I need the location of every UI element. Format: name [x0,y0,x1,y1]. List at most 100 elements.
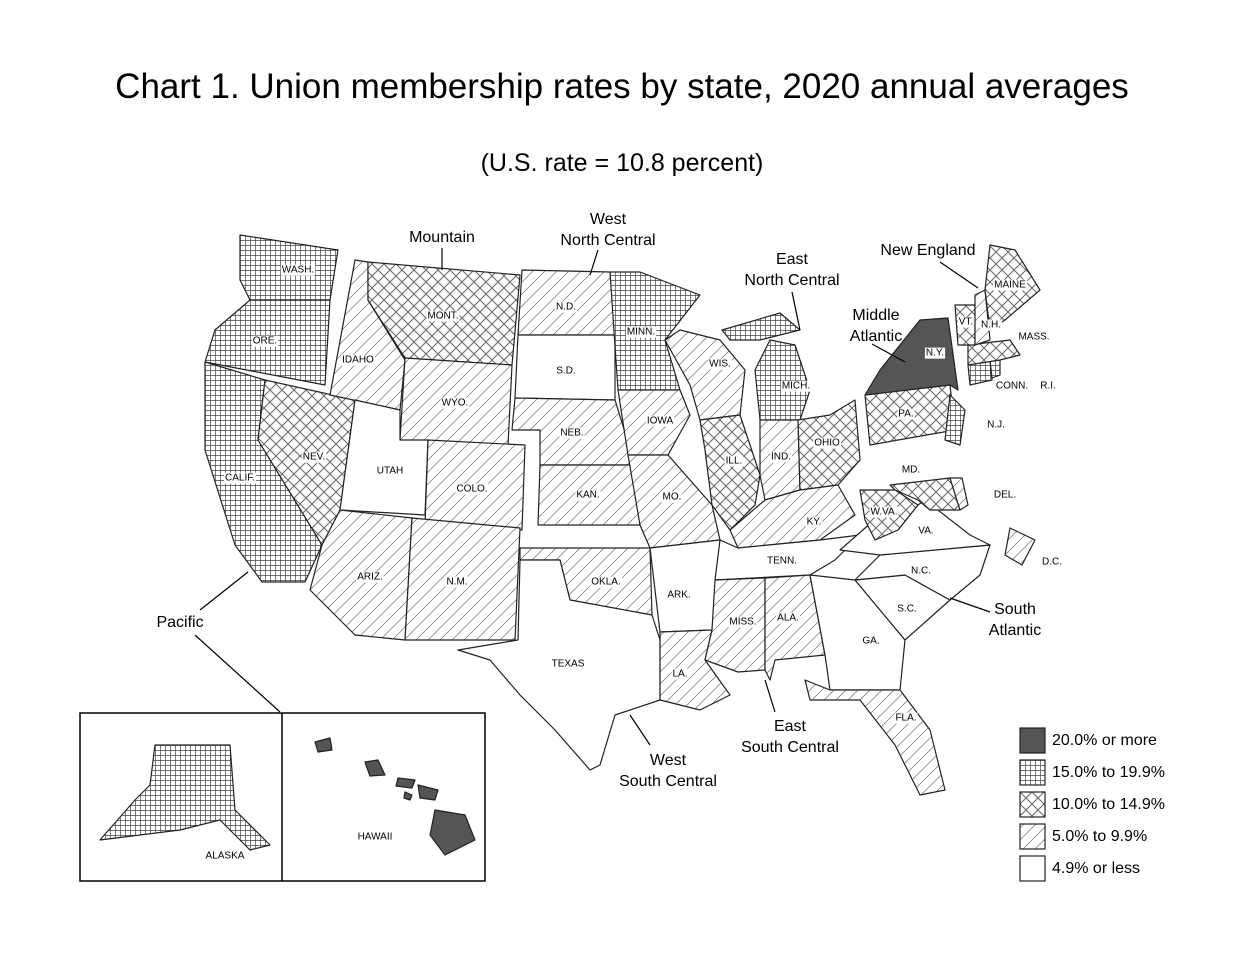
state-label: ARK. [667,590,690,601]
state-label: WYO. [442,398,469,409]
label-bg [625,326,657,338]
label-bg [861,635,881,647]
label-bg [356,571,384,583]
state-label: IND. [771,452,791,463]
label-bg [980,319,1002,331]
state-label: CONN. [996,381,1028,392]
legend-label: 15.0% to 19.9% [1052,764,1165,781]
leader-line [791,291,801,331]
label-bg [813,437,841,449]
state-label: MINN. [627,327,655,338]
label-bg [645,415,675,427]
state-label: PA. [898,409,913,420]
state-label: KY. [807,517,822,528]
region-line: South Central [619,773,717,790]
leader-line [939,261,979,289]
legend-label: 10.0% to 14.9% [1052,796,1165,813]
state-label: MASS. [1018,332,1049,343]
state-label: D.C. [1042,557,1062,568]
label-bg [559,427,585,439]
legend-swatch [1019,791,1046,818]
state-label: MD. [902,465,920,476]
label-bg [724,455,744,467]
state-label: MAINE [994,280,1026,291]
state-label: OHIO [814,438,840,449]
label-bg [896,603,918,615]
label-bg [555,365,577,377]
legend-label: 20.0% or more [1052,732,1157,749]
region-label: West North Central [560,211,655,249]
label-bg [993,279,1028,291]
region-line: North Central [560,232,655,249]
label-bg [671,668,689,680]
state-label: N.H. [981,320,1001,331]
state-label: WIS. [709,359,731,370]
state [699,414,761,531]
label-bg [780,380,812,392]
region-label: South Atlantic [989,601,1041,639]
label-bg [661,491,683,503]
region-line: South Central [741,739,839,756]
state-label: FLA. [895,713,916,724]
state [864,317,959,396]
state-label: N.M. [446,577,467,588]
label-bg [440,397,470,409]
state [1004,527,1036,566]
state-label: VT. [959,317,973,328]
label-bg [900,464,922,476]
leader-line [871,343,906,363]
state-label: R.I. [1040,381,1056,392]
region-line: West [590,211,627,228]
label-bg [1039,380,1057,392]
state [649,539,721,633]
state-label: S.D. [556,366,575,377]
leader-line [194,634,281,713]
state-label: ILL. [726,456,743,467]
subtitle: (U.S. rate = 10.8 percent) [481,149,764,177]
state-label: IOWA [647,416,674,427]
state-label: CALIF. [225,473,255,484]
label-bg [924,347,946,359]
state-label: VA. [918,526,933,537]
label-bg [575,489,601,501]
label-bg [426,310,460,322]
region-line: New England [880,242,975,259]
label-bg [1041,556,1063,568]
state-label: DEL. [994,490,1016,501]
label-bg [917,525,935,537]
legend-label: 4.9% or less [1052,860,1140,877]
state-label: HAWAII [358,832,393,843]
label-bg [356,831,394,843]
state-label: N.D. [556,302,576,313]
label-bg [375,465,405,477]
state [944,394,966,446]
state-label: WASH. [282,265,314,276]
state-label: TEXAS [552,659,585,670]
region-label: Pacific [156,614,203,631]
state-label: KAN. [576,490,599,501]
label-bg [455,483,489,495]
state-label: ALASKA [206,851,245,862]
state [804,679,946,796]
state-label: ALA. [777,613,799,624]
legend-swatch [1019,855,1046,882]
region-line: Pacific [156,614,203,631]
region-line: Atlantic [989,622,1041,639]
label-bg [251,335,279,347]
region-line: East [774,718,807,735]
label-bg [897,408,915,420]
legend-swatch [1019,823,1046,850]
label-bg [223,472,257,484]
state-label: ARIZ. [357,572,383,583]
region-line: East [776,251,809,268]
state [949,477,969,511]
label-bg [301,451,327,463]
state-label: N.C. [911,566,931,577]
label-bg [994,380,1030,392]
state-label: MICH. [782,381,810,392]
leader-line [199,571,249,611]
title: Chart 1. Union membership rates by state… [115,67,1129,106]
label-bg [1017,331,1051,343]
state [989,359,1001,379]
